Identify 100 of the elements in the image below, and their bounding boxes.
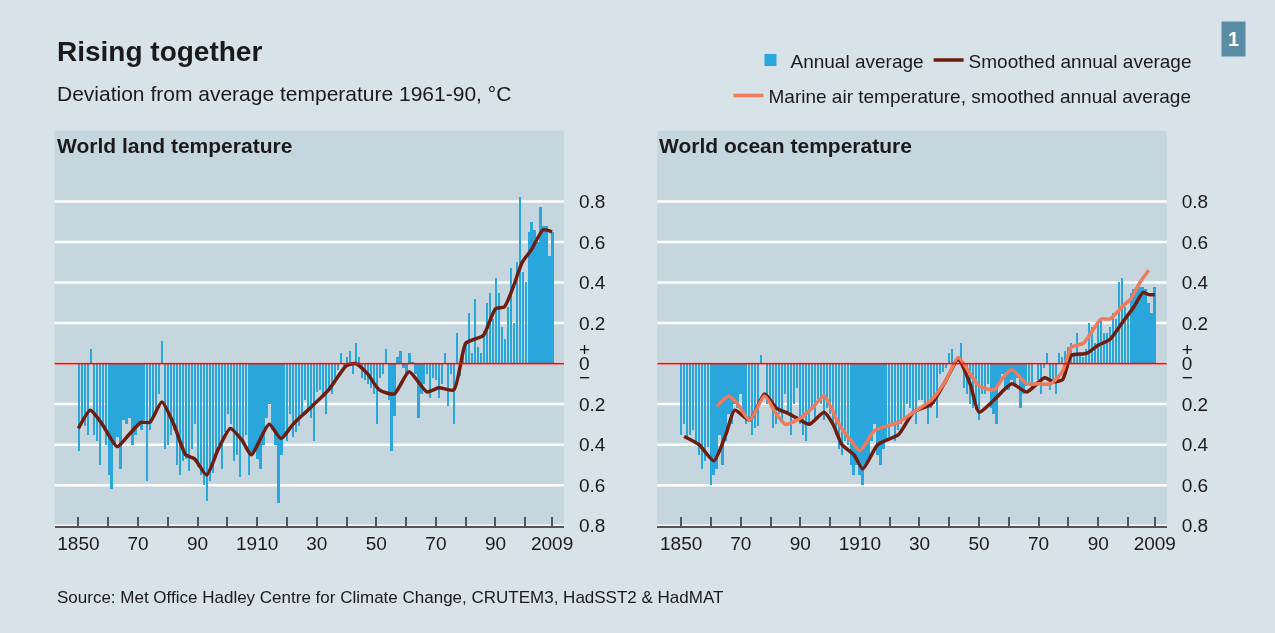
bar bbox=[160, 340, 163, 364]
chart-subtitle: Deviation from average temperature 1961-90, °C bbox=[57, 82, 512, 105]
bar bbox=[686, 363, 689, 439]
x-tick-label: 2009 bbox=[1133, 533, 1176, 555]
bar bbox=[921, 363, 924, 400]
bar bbox=[781, 363, 784, 420]
x-tick-label: 30 bbox=[908, 533, 931, 555]
bar bbox=[247, 363, 250, 475]
bar bbox=[163, 363, 166, 449]
bar bbox=[1058, 352, 1061, 364]
x-tick-label: 1850 bbox=[660, 533, 703, 555]
y-tick-label: 0.6 bbox=[578, 231, 606, 253]
x-tick-label: 90 bbox=[187, 533, 209, 555]
bar bbox=[339, 352, 342, 364]
bar bbox=[220, 363, 223, 469]
bar bbox=[109, 363, 113, 489]
bar bbox=[98, 363, 101, 465]
x-tick-label: 1910 bbox=[838, 533, 882, 555]
bar bbox=[1046, 352, 1049, 364]
bar bbox=[518, 196, 521, 364]
bar bbox=[751, 363, 754, 435]
bar bbox=[312, 363, 315, 441]
bar bbox=[285, 363, 288, 441]
y-tick-label: 0.2 bbox=[578, 312, 606, 334]
bar bbox=[381, 363, 384, 374]
x-tick-label: 70 bbox=[730, 533, 752, 555]
bar bbox=[888, 363, 891, 437]
chart-title: World ocean temperature bbox=[659, 134, 912, 157]
bar bbox=[446, 363, 449, 406]
bar bbox=[945, 363, 948, 368]
x-tick-label: 70 bbox=[127, 533, 149, 555]
y-tick-label: 0.4 bbox=[1181, 434, 1209, 456]
bar bbox=[942, 363, 945, 372]
bar bbox=[324, 363, 327, 414]
bar bbox=[238, 363, 241, 477]
bar bbox=[384, 348, 387, 364]
x-tick-label: 2009 bbox=[530, 533, 574, 555]
bar bbox=[145, 363, 148, 481]
bar bbox=[948, 352, 951, 364]
bar bbox=[909, 363, 912, 408]
y-tick-label: 0.8 bbox=[578, 191, 606, 213]
bar bbox=[443, 352, 446, 364]
chart-title: Rising together bbox=[57, 36, 263, 67]
bar bbox=[258, 363, 262, 469]
x-tick-label: 1910 bbox=[236, 533, 279, 555]
bar bbox=[187, 363, 190, 471]
bar bbox=[529, 221, 533, 364]
y-tick-label: 0.4 bbox=[1181, 272, 1209, 294]
y-tick-label: 0.2 bbox=[1181, 393, 1209, 415]
x-tick-label: 90 bbox=[1087, 533, 1109, 555]
bar bbox=[680, 363, 683, 435]
bar bbox=[291, 363, 294, 437]
x-tick-label: 90 bbox=[789, 533, 811, 555]
y-tick-label: 0.8 bbox=[1181, 191, 1209, 213]
legend-label: Annual average bbox=[790, 50, 924, 72]
bar bbox=[879, 363, 883, 465]
x-tick-label: 70 bbox=[1028, 533, 1050, 555]
x-tick-label: 1850 bbox=[57, 533, 100, 555]
bar bbox=[318, 363, 321, 390]
bar bbox=[354, 342, 357, 364]
line-series bbox=[715, 268, 1151, 453]
bar bbox=[86, 363, 89, 435]
bar bbox=[494, 277, 497, 364]
bar bbox=[178, 363, 181, 475]
text: World land temperature bbox=[57, 134, 293, 157]
x-tick-label: 30 bbox=[306, 533, 328, 555]
bar bbox=[689, 363, 692, 435]
bar bbox=[701, 363, 704, 469]
bar bbox=[550, 231, 554, 364]
bar bbox=[375, 363, 378, 424]
bar bbox=[77, 363, 80, 451]
y-tick-label: 0.2 bbox=[1181, 312, 1209, 334]
y-tick-label: 0.6 bbox=[1181, 474, 1209, 496]
bar bbox=[951, 348, 954, 364]
bar bbox=[473, 298, 476, 364]
legend-label: Smoothed annual average bbox=[968, 50, 1192, 72]
legend-label: Marine air temperature, smoothed annual average bbox=[768, 85, 1191, 107]
bar bbox=[407, 352, 411, 364]
bar bbox=[118, 363, 122, 469]
y-tick-label: 0.8 bbox=[578, 515, 606, 537]
bar bbox=[861, 363, 865, 485]
bar bbox=[455, 332, 458, 364]
bar bbox=[276, 363, 280, 503]
bar bbox=[915, 363, 918, 424]
bar bbox=[232, 363, 235, 461]
x-tick-label: 50 bbox=[365, 533, 387, 555]
y-tick-label: 0.4 bbox=[578, 434, 606, 456]
bar bbox=[389, 363, 393, 451]
y-tick-label: 0.6 bbox=[1181, 231, 1209, 253]
bar bbox=[710, 363, 713, 485]
x-tick-label: 50 bbox=[968, 533, 990, 555]
bar bbox=[398, 350, 402, 364]
bar bbox=[130, 363, 134, 445]
bar bbox=[1153, 286, 1157, 364]
y-tick-label: 0.8 bbox=[1181, 515, 1209, 537]
bar bbox=[89, 348, 92, 364]
y-tick-label: 0.4 bbox=[578, 272, 606, 294]
x-tick-label: 90 bbox=[484, 533, 507, 555]
bar bbox=[205, 363, 208, 501]
y-tick-label: 0.6 bbox=[578, 474, 606, 496]
